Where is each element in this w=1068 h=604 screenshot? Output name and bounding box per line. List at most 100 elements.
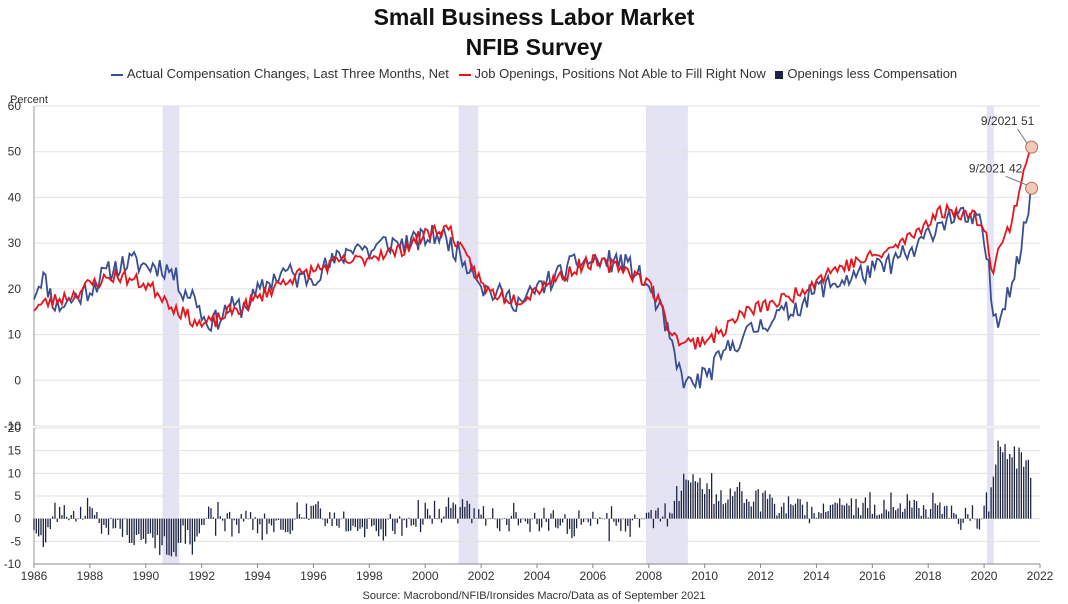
x-tick-label: 2016 bbox=[859, 569, 886, 583]
difference-bar bbox=[736, 486, 738, 519]
difference-bar bbox=[75, 518, 77, 522]
difference-bar bbox=[508, 518, 510, 532]
difference-bar bbox=[524, 518, 527, 522]
difference-bar bbox=[214, 518, 217, 536]
difference-bar bbox=[571, 518, 573, 539]
difference-bar bbox=[471, 518, 473, 524]
difference-bar bbox=[631, 518, 634, 521]
difference-bar bbox=[408, 517, 410, 519]
difference-bar bbox=[354, 518, 357, 528]
difference-bar bbox=[543, 507, 545, 519]
difference-bar bbox=[1004, 444, 1006, 519]
difference-bar bbox=[624, 518, 627, 532]
difference-bar bbox=[566, 518, 568, 534]
difference-bar bbox=[291, 518, 294, 531]
x-tick-label: 1992 bbox=[188, 569, 215, 583]
difference-bar bbox=[692, 474, 694, 519]
difference-bar bbox=[615, 518, 617, 526]
difference-bar bbox=[773, 503, 776, 519]
difference-bar bbox=[906, 494, 908, 519]
y-tick-label-top: -10 bbox=[4, 419, 22, 433]
difference-bar bbox=[664, 503, 666, 519]
difference-bar bbox=[1013, 446, 1016, 519]
difference-bar bbox=[673, 500, 676, 519]
source-note: Source: Macrobond/NFIB/Ironsides Macro/D… bbox=[362, 590, 706, 602]
difference-bar bbox=[515, 512, 517, 519]
difference-bar bbox=[489, 518, 492, 519]
difference-bar bbox=[645, 512, 648, 519]
difference-bar bbox=[63, 505, 65, 519]
difference-bar bbox=[941, 513, 943, 519]
difference-bar bbox=[727, 499, 729, 519]
difference-bar bbox=[613, 518, 615, 522]
difference-bar bbox=[655, 510, 657, 519]
difference-bar bbox=[135, 518, 138, 536]
difference-bar bbox=[804, 515, 806, 519]
difference-bar bbox=[208, 506, 210, 519]
difference-bar bbox=[743, 502, 745, 519]
difference-bar bbox=[778, 512, 780, 519]
difference-bar bbox=[294, 518, 296, 520]
difference-bar bbox=[1011, 457, 1013, 519]
difference-bar bbox=[475, 518, 478, 519]
difference-bar bbox=[878, 514, 880, 519]
difference-bar bbox=[138, 518, 140, 535]
x-tick-label: 2002 bbox=[468, 569, 495, 583]
difference-bar bbox=[380, 518, 382, 530]
difference-bar bbox=[268, 518, 270, 524]
difference-bar bbox=[641, 518, 643, 520]
difference-bar bbox=[806, 501, 808, 519]
difference-bar bbox=[422, 518, 424, 525]
difference-bar bbox=[522, 518, 524, 520]
difference-bar bbox=[648, 512, 650, 519]
difference-bar bbox=[38, 518, 40, 537]
difference-bar bbox=[315, 504, 317, 519]
x-tick-label: 1994 bbox=[244, 569, 271, 583]
x-tick-label: 2022 bbox=[1027, 569, 1054, 583]
difference-bar bbox=[166, 518, 168, 555]
difference-bar bbox=[853, 515, 855, 519]
difference-bar bbox=[862, 502, 864, 519]
difference-bar bbox=[89, 506, 91, 519]
difference-bar bbox=[701, 489, 703, 519]
difference-bar bbox=[738, 481, 741, 519]
difference-bar bbox=[277, 518, 280, 520]
difference-bar bbox=[948, 517, 950, 519]
difference-bar bbox=[671, 513, 673, 519]
difference-bar bbox=[161, 518, 163, 546]
difference-bar bbox=[953, 512, 955, 519]
difference-bar bbox=[559, 518, 561, 526]
difference-bar bbox=[1018, 447, 1020, 519]
difference-bar bbox=[196, 518, 198, 537]
difference-bar bbox=[198, 518, 200, 534]
difference-bar bbox=[874, 504, 876, 519]
difference-bar bbox=[764, 490, 766, 519]
difference-bar bbox=[797, 498, 799, 519]
difference-bar bbox=[1016, 468, 1018, 519]
difference-bar bbox=[520, 518, 522, 523]
difference-bar bbox=[925, 509, 927, 519]
difference-bar bbox=[412, 518, 415, 525]
difference-bar bbox=[305, 503, 308, 519]
legend-label-compensation: Actual Compensation Changes, Last Three … bbox=[126, 66, 449, 81]
legend-item-compensation: Actual Compensation Changes, Last Three … bbox=[110, 66, 449, 81]
difference-bar bbox=[163, 518, 166, 537]
legend-swatch-dark-square bbox=[775, 70, 784, 79]
difference-bar bbox=[911, 507, 913, 519]
difference-bar bbox=[312, 505, 315, 519]
difference-bar bbox=[336, 518, 338, 526]
difference-bar bbox=[629, 518, 631, 537]
difference-bar bbox=[552, 510, 554, 519]
y-tick-label-bottom: 10 bbox=[8, 466, 22, 480]
difference-bar bbox=[98, 518, 100, 524]
difference-bar bbox=[275, 518, 277, 521]
annotation-marker bbox=[1025, 181, 1039, 195]
difference-bar bbox=[389, 513, 391, 519]
difference-bar bbox=[454, 504, 457, 519]
difference-bar bbox=[347, 518, 350, 532]
difference-bar bbox=[331, 518, 333, 527]
difference-bar bbox=[419, 518, 422, 533]
difference-bar bbox=[550, 513, 552, 519]
x-tick-label: 1998 bbox=[356, 569, 383, 583]
difference-bar bbox=[843, 505, 846, 519]
